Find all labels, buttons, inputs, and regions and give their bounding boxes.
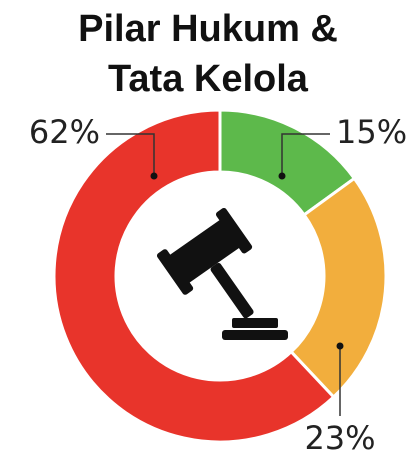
value-label: 62% xyxy=(29,113,100,151)
leader-dot xyxy=(336,342,344,350)
chart-title: Pilar Hukum & Tata Kelola xyxy=(78,8,338,100)
gavel-icon xyxy=(156,207,288,340)
donut-slice xyxy=(52,108,336,444)
leader-dot xyxy=(278,172,286,180)
leader-dot xyxy=(150,172,158,180)
leader-line xyxy=(281,133,330,176)
leader-line xyxy=(106,133,155,176)
donut-slice xyxy=(289,176,388,400)
value-label: 15% xyxy=(336,113,407,151)
value-label: 23% xyxy=(304,419,375,457)
